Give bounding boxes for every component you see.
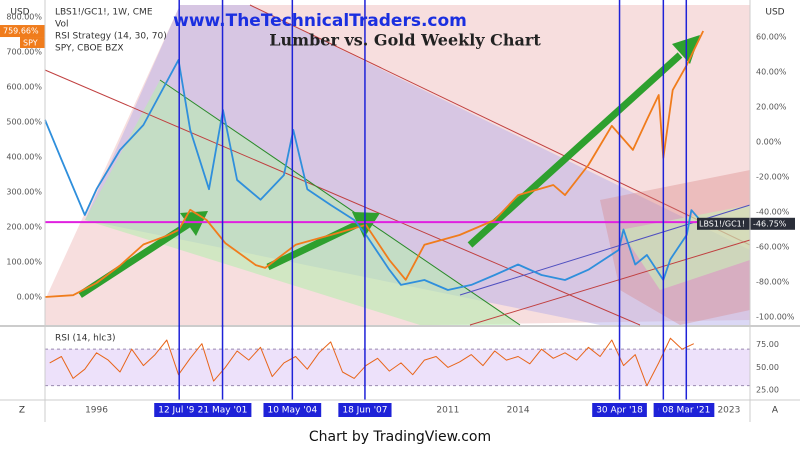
- series-tag: [20, 37, 45, 49]
- y2-tick-label: -60.00%: [756, 242, 790, 251]
- y2-tick-label: 20.00%: [756, 103, 787, 112]
- price-tag: [0, 25, 45, 38]
- y2-tick-label: 40.00%: [756, 68, 787, 77]
- series-line: [44, 30, 705, 298]
- y-tick-label: 600.00%: [6, 82, 42, 91]
- y-tick-label: 800.00%: [6, 12, 42, 21]
- y2-tick-label: -20.00%: [756, 172, 790, 181]
- y-tick-label: 75.00: [756, 340, 779, 349]
- y2-tick-label: 60.00%: [756, 33, 787, 42]
- y2-tick-label: -100.00%: [756, 312, 795, 321]
- x-tick-label: 2023: [717, 406, 740, 416]
- date-label: 10 May '04: [267, 406, 317, 416]
- y2-tick-label: -80.00%: [756, 277, 790, 286]
- legend-line: LBS1!/GC1!, 1W, CME: [55, 8, 153, 18]
- currency-left: USD: [10, 8, 29, 18]
- date-label: 18 Jun '07: [342, 406, 387, 416]
- main-panel: 0.00% 100.00% 200.00% 300.00% 400.00% 500.00%…: [0, 0, 795, 327]
- x-tick-label: 2011: [436, 406, 459, 416]
- chart-subtitle: www.TheTechnicalTraders.com: [173, 11, 467, 31]
- y-tick-label: 25.00: [756, 386, 779, 395]
- legend-line: Vol: [55, 20, 68, 30]
- legend-line: RSI Strategy (14, 30, 70): [55, 32, 167, 42]
- corner-icon[interactable]: A: [772, 406, 779, 416]
- x-tick-label: 1996: [85, 406, 108, 416]
- rsi-band: [45, 349, 750, 386]
- y-tick-label: 500.00%: [6, 117, 42, 126]
- y-tick-label: 700.00%: [6, 47, 42, 56]
- date-label-box: [193, 403, 252, 417]
- chart-title: Lumber vs. Gold Weekly Chart: [269, 31, 541, 50]
- date-label-box: [592, 403, 647, 417]
- y-tick-label: 0.00%: [17, 292, 43, 301]
- date-label-box: [154, 403, 205, 417]
- currency-right: USD: [765, 8, 784, 18]
- date-label-box: [338, 403, 392, 417]
- price-tag-label: 759.66%: [3, 27, 39, 36]
- date-label-box: [658, 403, 715, 417]
- y-tick-label: 200.00%: [6, 222, 42, 231]
- y-tick-label: 400.00%: [6, 152, 42, 161]
- date-label: 12 Jul '99: [158, 406, 200, 416]
- date-label-box: [263, 403, 322, 417]
- trend-arrows: [78, 35, 700, 298]
- price-tag-label: -46.75%: [753, 219, 787, 228]
- date-label: 08 Mar '21: [662, 406, 710, 416]
- corner-icon[interactable]: Z: [19, 406, 25, 416]
- rsi-panel: 25.00 50.00 75.00: [45, 325, 779, 400]
- rsi-line: [49, 337, 695, 387]
- y-tick-label: 50.00: [756, 363, 779, 372]
- x-tick-label: 2014: [507, 406, 530, 416]
- y2-tick-label: -40.00%: [756, 207, 790, 216]
- y-tick-label: 300.00%: [6, 187, 42, 196]
- date-label: 30 Apr '18: [596, 406, 643, 416]
- y2-tick-label: 0.00%: [756, 137, 782, 146]
- credit: Chart by TradingView.com: [309, 429, 491, 445]
- rsi-title: RSI (14, hlc3): [55, 334, 116, 344]
- series-tag-name: SPY: [23, 39, 38, 48]
- y-tick-label: 100.00%: [6, 257, 42, 266]
- date-label: 21 May '01: [198, 406, 248, 416]
- series-tag-name: LBS1!/GC1!: [699, 219, 745, 228]
- price-tag: [697, 217, 795, 230]
- legend-line: SPY, CBOE BZX: [55, 44, 124, 54]
